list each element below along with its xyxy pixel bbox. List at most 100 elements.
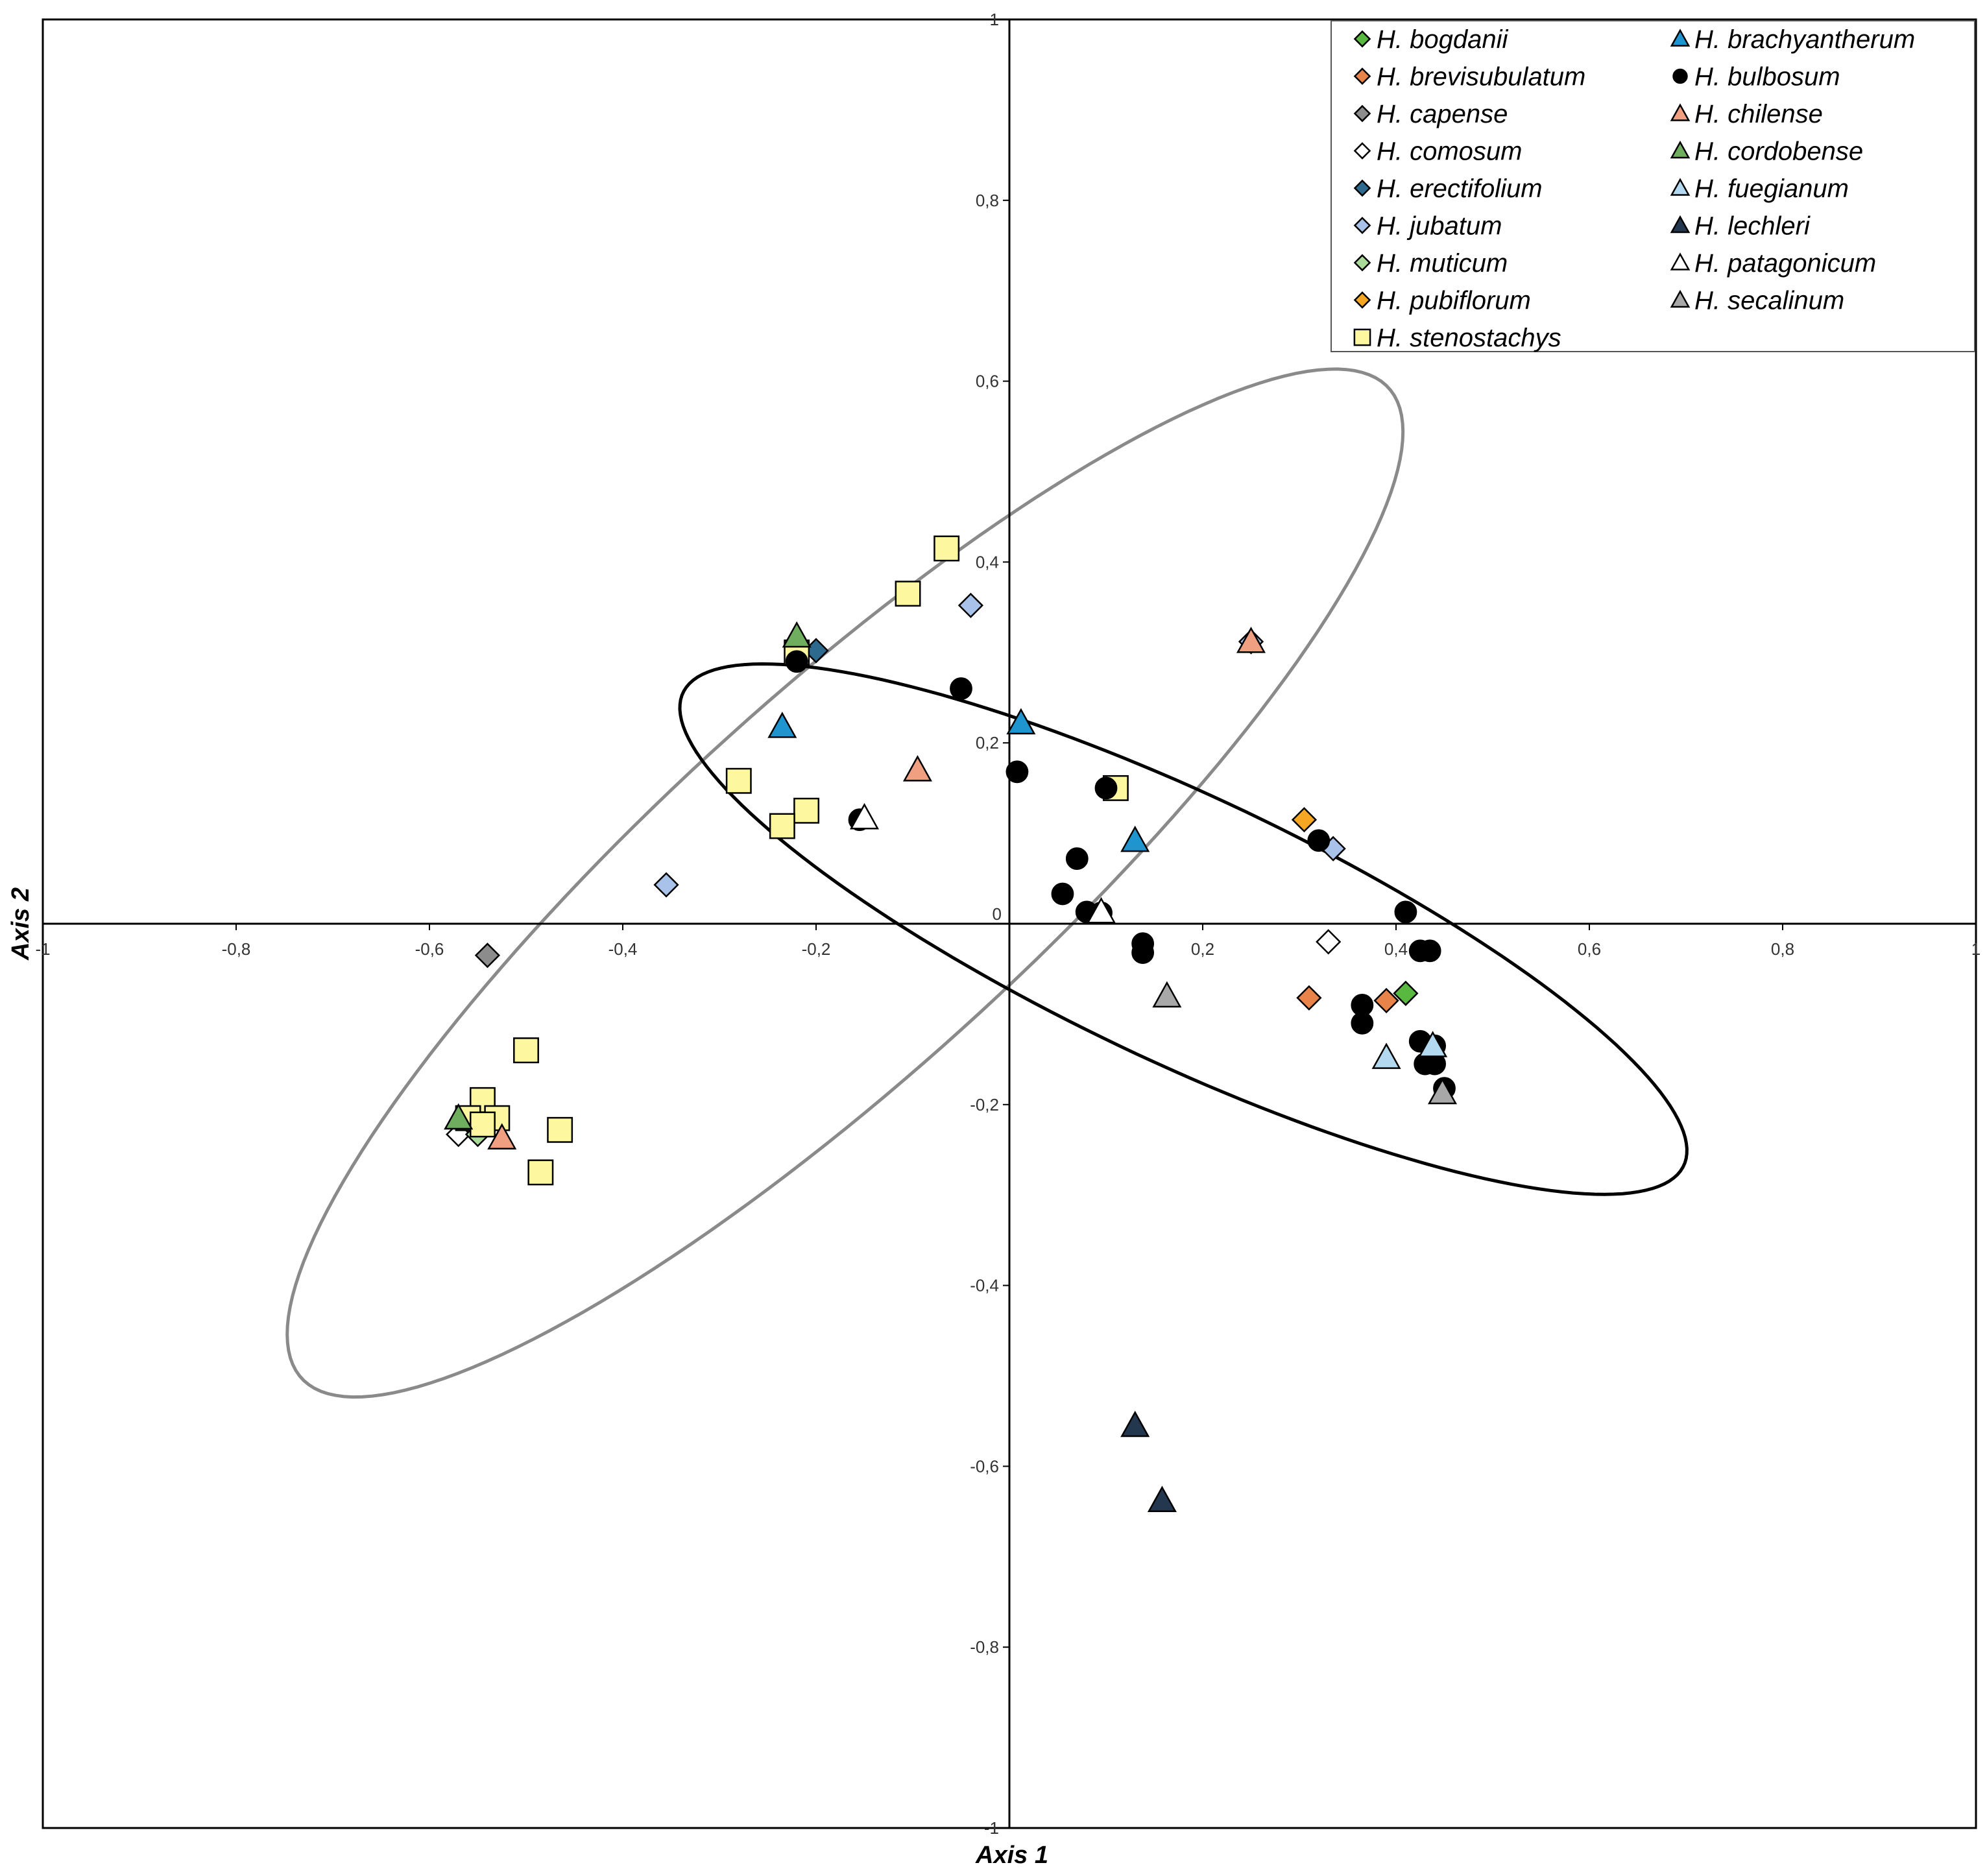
x-tick-label: 0,4 bbox=[1384, 939, 1408, 959]
h-brevisubulatum-point bbox=[1373, 987, 1399, 1014]
x-tick-label: -0,4 bbox=[608, 939, 638, 959]
x-tick-label: -1 bbox=[35, 939, 50, 959]
gray-ellipse bbox=[285, 367, 1405, 1399]
x-tick-label: -0,8 bbox=[222, 939, 251, 959]
y-tick-label: -0,4 bbox=[970, 1276, 999, 1295]
legend-marker-h-pubiflorum bbox=[1353, 291, 1371, 309]
h-stenostachys-point bbox=[895, 581, 921, 607]
legend-label-h-brachyantherum: H. brachyantherum bbox=[1694, 25, 1915, 54]
h-chilense-point bbox=[902, 755, 932, 782]
h-bulbosum-point bbox=[1006, 760, 1029, 784]
legend-marker-h-secalinum bbox=[1670, 289, 1691, 308]
h-secalinum-point bbox=[1152, 981, 1182, 1008]
black-ellipse bbox=[678, 662, 1689, 1196]
y-tick-label: -0,2 bbox=[970, 1095, 999, 1114]
legend-marker-h-stenostachys bbox=[1353, 328, 1371, 346]
confidence-ellipses bbox=[285, 367, 1689, 1399]
h-stenostachys-point bbox=[725, 767, 752, 794]
legend-label-h-muticum: H. muticum bbox=[1377, 249, 1508, 278]
legend-label-h-secalinum: H. secalinum bbox=[1694, 287, 1844, 315]
h-brevisubulatum-point bbox=[1296, 985, 1322, 1011]
legend-label-h-erectifolium: H. erectifolium bbox=[1377, 174, 1543, 203]
legend-marker-h-brachyantherum bbox=[1670, 29, 1691, 47]
h-pubiflorum-point bbox=[1291, 807, 1318, 833]
h-bulbosum-point bbox=[950, 677, 972, 700]
legend-box bbox=[1331, 20, 1975, 352]
legend-label-h-bulbosum: H. bulbosum bbox=[1694, 63, 1840, 91]
legend-marker-h-capense bbox=[1353, 104, 1371, 123]
h-stenostachys-point bbox=[470, 1111, 496, 1138]
legend-marker-h-chilense bbox=[1670, 103, 1691, 121]
legend-marker-h-lechleri bbox=[1670, 215, 1691, 234]
h-fuegianum-point bbox=[1418, 1031, 1448, 1057]
legend-label-h-pubiflorum: H. pubiflorum bbox=[1377, 287, 1531, 315]
legend-label-h-bogdanii: H. bogdanii bbox=[1377, 25, 1508, 54]
y-tick-label: 0,4 bbox=[976, 552, 999, 571]
legend-marker-h-fuegianum bbox=[1670, 178, 1691, 196]
legend-marker-h-bogdanii bbox=[1353, 30, 1371, 48]
h-chilense-point bbox=[487, 1123, 517, 1149]
y-tick-label: 0,8 bbox=[976, 191, 999, 210]
legend-label-h-chilense: H. chilense bbox=[1694, 100, 1823, 128]
legend-marker-h-muticum bbox=[1353, 254, 1371, 272]
legend-label-h-brevisubulatum: H. brevisubulatum bbox=[1377, 63, 1585, 91]
h-cordobense-point bbox=[444, 1103, 474, 1130]
h-secalinum-point bbox=[1427, 1077, 1458, 1105]
legend-marker-h-brevisubulatum bbox=[1353, 67, 1371, 85]
h-bulbosum-point bbox=[1307, 829, 1331, 852]
x-axis-title: Axis 1 bbox=[975, 1842, 1048, 1869]
legend-label-h-capense: H. capense bbox=[1377, 100, 1508, 128]
h-stenostachys-point bbox=[769, 813, 795, 839]
y-tick-label: 0,2 bbox=[976, 733, 999, 752]
legend-marker-h-cordobense bbox=[1670, 140, 1691, 159]
legend-marker-h-bulbosum bbox=[1672, 68, 1688, 84]
legend-label-h-stenostachys: H. stenostachys bbox=[1377, 324, 1561, 352]
x-tick-label: 1 bbox=[1971, 939, 1981, 959]
legend-label-h-patagonicum: H. patagonicum bbox=[1694, 249, 1876, 278]
x-tick-label: 0,2 bbox=[1191, 939, 1214, 959]
h-lechleri-point bbox=[1147, 1485, 1177, 1512]
h-stenostachys-point bbox=[513, 1037, 539, 1064]
x-tick-label: 0,8 bbox=[1771, 939, 1794, 959]
h-bulbosum-point bbox=[1351, 1011, 1374, 1035]
h-brachyantherum-point bbox=[767, 712, 797, 738]
h-comosum-point bbox=[1316, 929, 1342, 955]
h-jubatum-point bbox=[653, 872, 679, 898]
h-bulbosum-point bbox=[1418, 939, 1441, 963]
origin-tick-label: 0 bbox=[993, 904, 1002, 924]
h-bulbosum-point bbox=[1051, 882, 1074, 906]
y-tick-label: 0,6 bbox=[976, 372, 999, 391]
legend-label-h-cordobense: H. cordobense bbox=[1694, 138, 1863, 166]
h-bogdanii-point bbox=[1393, 980, 1419, 1006]
x-tick-label: 0,6 bbox=[1578, 939, 1601, 959]
h-patagonicum-point bbox=[849, 802, 880, 830]
h-stenostachys-point bbox=[527, 1159, 554, 1186]
h-fuegianum-point bbox=[1371, 1042, 1401, 1069]
h-bulbosum-point bbox=[1094, 776, 1118, 800]
h-bulbosum-point bbox=[1394, 900, 1417, 924]
y-axis-title: Axis 2 bbox=[7, 887, 34, 961]
h-chilense-point bbox=[1236, 627, 1266, 653]
zero-axes bbox=[42, 19, 1977, 1829]
h-stenostachys-point bbox=[793, 797, 820, 824]
legend-label-h-comosum: H. comosum bbox=[1377, 138, 1523, 166]
h-bulbosum-point bbox=[1065, 847, 1089, 871]
h-stenostachys-point bbox=[547, 1116, 573, 1143]
h-bulbosum-point bbox=[785, 650, 808, 673]
h-jubatum-point bbox=[957, 592, 984, 618]
data-points bbox=[444, 535, 1458, 1512]
h-brachyantherum-point bbox=[1120, 825, 1150, 852]
y-tick-label: 1 bbox=[990, 10, 999, 29]
legend-marker-h-patagonicum bbox=[1670, 252, 1691, 271]
legend: H. bogdanii H. brevisubulatum H. capense H.… bbox=[1331, 20, 1975, 352]
y-tick-label: -0,6 bbox=[970, 1456, 999, 1476]
h-stenostachys-point bbox=[933, 535, 960, 562]
legend-marker-h-jubatum bbox=[1353, 217, 1371, 234]
y-tick-label: -1 bbox=[984, 1818, 999, 1838]
legend-label-h-jubatum: H. jubatum bbox=[1377, 212, 1502, 241]
x-tick-label: -0,2 bbox=[802, 939, 831, 959]
legend-label-h-fuegianum: H. fuegianum bbox=[1694, 174, 1849, 203]
h-brachyantherum-point bbox=[1006, 708, 1036, 735]
h-patagonicum-point bbox=[1087, 896, 1116, 924]
